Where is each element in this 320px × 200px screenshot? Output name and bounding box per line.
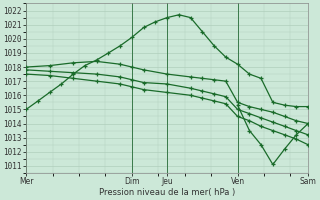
X-axis label: Pression niveau de la mer( hPa ): Pression niveau de la mer( hPa ) <box>99 188 235 197</box>
